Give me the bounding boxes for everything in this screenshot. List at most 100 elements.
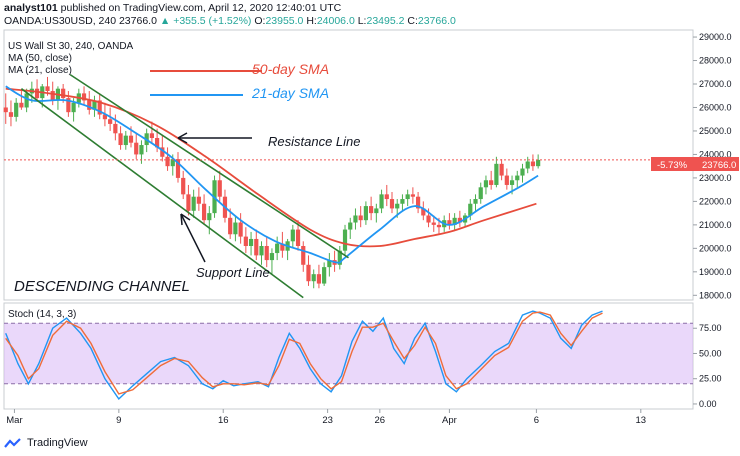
candle-body xyxy=(290,229,295,242)
price-tick-label: 22000.0 xyxy=(699,196,732,206)
candle-body xyxy=(280,243,285,251)
candle-body xyxy=(452,217,457,225)
support-annotation: Support Line xyxy=(196,265,270,280)
candle-body xyxy=(525,161,530,169)
candle-body xyxy=(66,98,71,113)
price-tag-pct: -5.73% xyxy=(657,160,688,171)
candle-body xyxy=(374,208,379,214)
sma21-annotation: 21-day SMA xyxy=(251,85,329,101)
candle-body xyxy=(123,135,128,146)
candle-body xyxy=(457,217,462,223)
candle-body xyxy=(342,229,348,251)
stoch-k-line xyxy=(5,310,603,400)
candle-body xyxy=(431,222,436,225)
time-tick-label: 13 xyxy=(636,415,647,426)
candle-body xyxy=(248,238,254,246)
candle-body xyxy=(353,215,358,223)
candle-body xyxy=(483,180,489,188)
price-tick-label: 18000.0 xyxy=(699,290,732,300)
candle-body xyxy=(536,159,541,167)
high-value: 24006.0 xyxy=(316,15,355,27)
close-value: 23766.0 xyxy=(417,15,456,27)
candle-body xyxy=(494,163,499,185)
author-name[interactable]: analyst101 xyxy=(4,2,58,14)
stoch-tick-label: 0.00 xyxy=(699,399,717,409)
candle-body xyxy=(306,264,311,282)
candle-body xyxy=(259,246,264,256)
price-tag: -5.73% 23766.0 xyxy=(651,157,739,171)
stoch-lines xyxy=(5,310,603,400)
candle-body xyxy=(92,100,97,110)
candle-body xyxy=(504,175,509,185)
price-tick-label: 19000.0 xyxy=(699,267,732,277)
time-tick-label: 26 xyxy=(375,415,386,426)
candle-body xyxy=(421,208,426,216)
candle-body xyxy=(468,203,473,216)
support-arrowhead-icon xyxy=(180,213,191,226)
stoch-tick-label: 50.00 xyxy=(699,348,722,358)
stoch-axis[interactable]: 75.00 50.00 25.00 0.00 xyxy=(693,323,722,409)
candle-body xyxy=(175,159,181,178)
high-label: H: xyxy=(306,15,317,27)
price-axis[interactable]: 29000.0 28000.0 27000.0 26000.0 25000.0 24000… xyxy=(693,32,732,300)
candle-body xyxy=(201,203,207,221)
time-tick-label: Apr xyxy=(442,415,457,426)
candle-body xyxy=(233,222,238,235)
candle-body xyxy=(217,180,222,197)
support-line xyxy=(20,88,304,299)
chart-header: analyst101 published on TradingView.com,… xyxy=(0,0,740,28)
time-tick-label: 23 xyxy=(322,415,333,426)
candle-body xyxy=(139,145,144,155)
open-label: O: xyxy=(254,15,266,27)
price-tick-label: 23000.0 xyxy=(699,173,732,183)
price-tick-label: 29000.0 xyxy=(699,32,732,42)
candle-body xyxy=(71,102,76,113)
candle-body xyxy=(515,175,520,181)
candle-body xyxy=(520,168,525,176)
candle-body xyxy=(108,119,113,124)
footer-branding[interactable]: TradingView xyxy=(4,437,88,449)
candle-body xyxy=(295,229,301,246)
candle-body xyxy=(473,199,478,204)
candle-body xyxy=(134,142,139,155)
candle-body xyxy=(369,206,374,214)
candle-body xyxy=(478,187,483,200)
candle-body xyxy=(426,215,431,223)
candle-body xyxy=(269,253,275,261)
price-tick-label: 21000.0 xyxy=(699,220,732,230)
price-tick-label: 25000.0 xyxy=(699,126,732,136)
change-arrow-icon: ▲ xyxy=(159,15,171,27)
chart-canvas[interactable]: 29000.0 28000.0 27000.0 26000.0 25000.0 24000… xyxy=(0,28,740,436)
footer-brand: TradingView xyxy=(27,437,88,449)
symbol-label: OANDA:US30USD, 240 xyxy=(4,15,117,27)
candle-body xyxy=(113,123,118,134)
candle-body xyxy=(389,199,395,209)
candle-body xyxy=(61,88,66,99)
publish-line: analyst101 published on TradingView.com,… xyxy=(4,2,341,14)
price-pane[interactable] xyxy=(3,29,694,301)
candle-body xyxy=(436,224,442,228)
last-price: 23766.0 xyxy=(118,15,157,27)
candle-body xyxy=(3,107,8,113)
candle-body xyxy=(415,196,421,209)
price-tick-label: 24000.0 xyxy=(699,149,732,159)
price-tick-label: 28000.0 xyxy=(699,56,732,66)
time-tick-label: 9 xyxy=(116,415,121,426)
candle-body xyxy=(275,243,280,254)
candle-body xyxy=(186,194,191,211)
candle-body xyxy=(102,114,108,120)
low-label: L: xyxy=(357,15,367,27)
resistance-line xyxy=(69,73,349,259)
candle-body xyxy=(301,246,306,265)
candle-body xyxy=(87,100,92,110)
time-axis[interactable]: Mar 9 16 23 26 Apr 6 13 xyxy=(6,409,646,426)
candle-body xyxy=(149,133,154,138)
candle-body xyxy=(155,138,160,148)
price-tick-label: 20000.0 xyxy=(699,243,732,253)
candle-body xyxy=(254,238,259,256)
support-arrow xyxy=(180,213,206,263)
candle-body xyxy=(160,147,165,157)
sma21-line xyxy=(5,85,539,264)
ma50-legend: MA (50, close) xyxy=(8,53,72,64)
candle-body xyxy=(8,112,14,117)
